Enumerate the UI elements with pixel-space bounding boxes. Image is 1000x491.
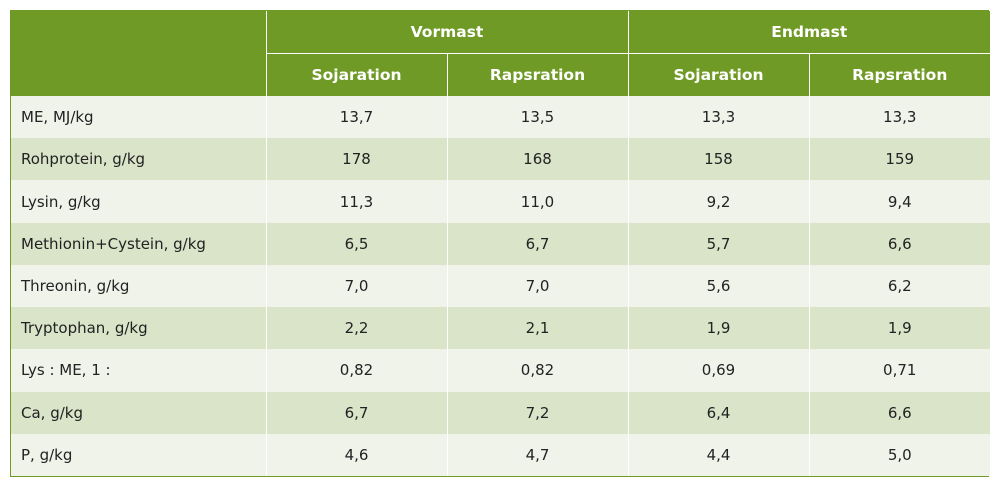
table-cell: 178 <box>265 138 447 181</box>
row-label: Threonin, g/kg <box>11 264 266 308</box>
table-body: ME, MJ/kg 13,7 13,5 13,3 13,3 Rohprotein, g/k… <box>11 96 990 476</box>
table-cell: 6,5 <box>265 222 447 265</box>
table-cell: 158 <box>627 138 809 181</box>
table-cell: 11,0 <box>446 180 628 223</box>
table-cell: 2,2 <box>265 307 447 350</box>
table-cell: 13,5 <box>446 96 628 139</box>
row-label: Tryptophan, g/kg <box>11 307 266 350</box>
table-cell: 5,6 <box>627 264 809 308</box>
table-cell: 13,3 <box>808 96 990 139</box>
header-group-row: Vormast Endmast <box>11 11 990 96</box>
table-cell: 1,9 <box>808 307 990 350</box>
table-cell: 7,0 <box>446 264 628 308</box>
table-cell: 13,7 <box>265 96 447 139</box>
feed-composition-table: Vormast Endmast Sojaration Rapsration So… <box>11 11 990 476</box>
table-cell: 6,6 <box>808 222 990 265</box>
header-group-endmast: Endmast <box>627 11 990 54</box>
table-row: Threonin, g/kg 7,0 7,0 5,6 6,2 <box>11 264 990 308</box>
table-cell: 9,2 <box>627 180 809 223</box>
table-cell: 6,7 <box>265 391 447 434</box>
table-cell: 159 <box>808 138 990 181</box>
table-cell: 4,6 <box>265 433 447 476</box>
table-cell: 1,9 <box>627 307 809 350</box>
table-row: Rohprotein, g/kg 178 168 158 159 <box>11 138 990 181</box>
table-row: Lys : ME, 1 :0,82 0,82 0,69 0,71 <box>11 349 990 392</box>
table-cell: 6,7 <box>446 222 628 265</box>
table-cell: 0,82 <box>446 349 628 392</box>
table-cell: 5,7 <box>627 222 809 265</box>
table-cell: 4,4 <box>627 433 809 476</box>
row-label: Rohprotein, g/kg <box>11 138 266 181</box>
row-label: P, g/kg <box>11 433 266 476</box>
table-cell: 4,7 <box>446 433 628 476</box>
table-cell: 13,3 <box>627 96 809 139</box>
header-subcolumn: Sojaration <box>627 53 809 96</box>
table-row: P, g/kg 4,6 4,7 4,4 5,0 <box>11 433 990 476</box>
row-label: Methionin+Cystein, g/kg <box>11 222 266 265</box>
table-cell: 6,6 <box>808 391 990 434</box>
header-subcolumn: Sojaration <box>265 53 447 96</box>
header-corner-cell <box>11 11 266 96</box>
table-cell: 7,2 <box>446 391 628 434</box>
row-label: ME, MJ/kg <box>11 96 266 139</box>
table-cell: 11,3 <box>265 180 447 223</box>
header-subcolumn: Rapsration <box>808 53 990 96</box>
table-cell: 0,71 <box>808 349 990 392</box>
row-label: Lys : ME, 1 : <box>11 349 266 392</box>
table-row: Methionin+Cystein, g/kg 6,5 6,7 5,7 6,6 <box>11 222 990 265</box>
row-label: Ca, g/kg <box>11 391 266 434</box>
table-row: ME, MJ/kg 13,7 13,5 13,3 13,3 <box>11 96 990 139</box>
table-cell: 9,4 <box>808 180 990 223</box>
table-cell: 0,82 <box>265 349 447 392</box>
table-cell: 5,0 <box>808 433 990 476</box>
table-row: Ca, g/kg 6,7 7,2 6,4 6,6 <box>11 391 990 434</box>
table-cell: 7,0 <box>265 264 447 308</box>
row-label: Lysin, g/kg <box>11 180 266 223</box>
table-cell: 168 <box>446 138 628 181</box>
table-row: Tryptophan, g/kg 2,2 2,1 1,9 1,9 <box>11 307 990 350</box>
table-cell: 0,69 <box>627 349 809 392</box>
table-cell: 2,1 <box>446 307 628 350</box>
feed-composition-table-container: Vormast Endmast Sojaration Rapsration So… <box>10 10 990 477</box>
header-group-vormast: Vormast <box>265 11 628 54</box>
header-subcolumn-row: Sojaration Rapsration Sojaration Rapsrat… <box>11 53 990 96</box>
table-row: Lysin, g/kg 11,3 11,0 9,2 9,4 <box>11 180 990 223</box>
table-cell: 6,2 <box>808 264 990 308</box>
header-subcolumn: Rapsration <box>446 53 628 96</box>
table-cell: 6,4 <box>627 391 809 434</box>
